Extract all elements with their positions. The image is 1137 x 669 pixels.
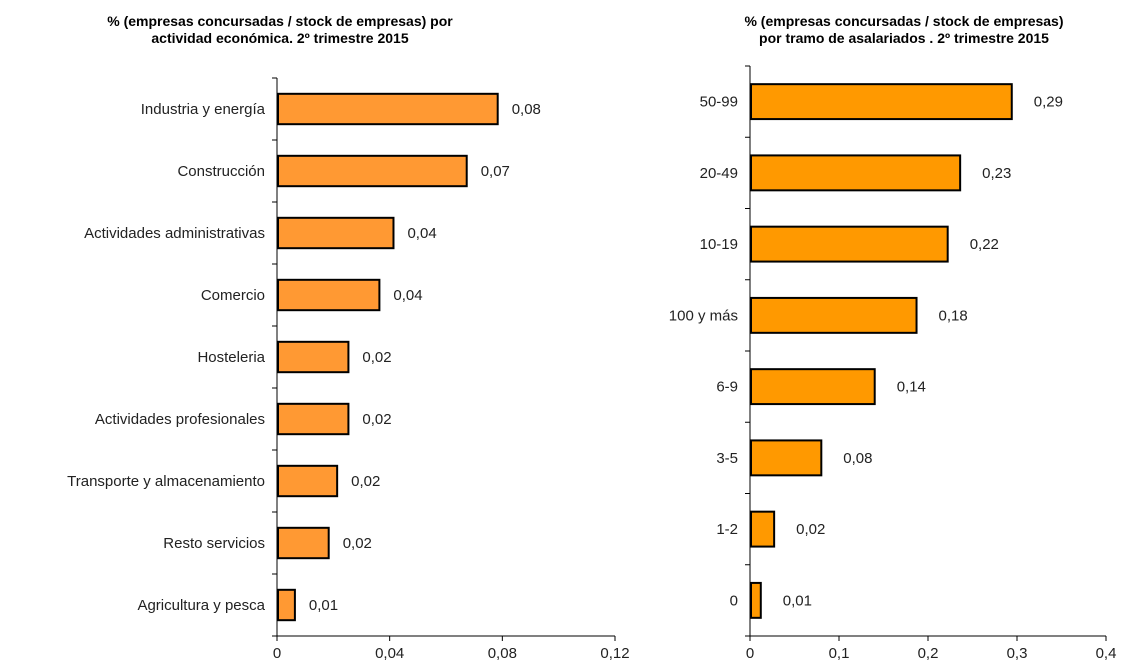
value-label: 0,02 xyxy=(351,473,380,490)
x-tick-label: 0,12 xyxy=(600,645,629,662)
value-label: 0,22 xyxy=(970,236,999,253)
value-label: 0,02 xyxy=(362,349,391,366)
chart-title-right-line-1: % (empresas concursadas / stock de empre… xyxy=(744,13,1064,29)
bar xyxy=(277,464,339,498)
category-label: Actividades profesionales xyxy=(95,411,265,428)
value-label: 0,08 xyxy=(843,450,872,467)
chart-title-left: % (empresas concursadas / stock de empre… xyxy=(0,13,560,47)
category-label: 0 xyxy=(730,592,738,609)
category-label: Agricultura y pesca xyxy=(137,597,265,614)
x-tick-label: 0,4 xyxy=(1096,645,1117,662)
x-tick-label: 0 xyxy=(273,645,281,662)
x-tick-label: 0,08 xyxy=(488,645,517,662)
value-label: 0,08 xyxy=(512,101,541,118)
x-tick-label: 0,04 xyxy=(375,645,404,662)
x-tick-label: 0,2 xyxy=(918,645,939,662)
value-label: 0,14 xyxy=(897,379,926,396)
x-tick-label: 0 xyxy=(746,645,754,662)
value-label: 0,02 xyxy=(796,521,825,538)
value-label: 0,29 xyxy=(1034,94,1063,111)
category-label: 6-9 xyxy=(716,379,738,396)
value-label: 0,01 xyxy=(309,597,338,614)
category-label: 100 y más xyxy=(669,307,738,324)
bar xyxy=(750,154,962,192)
bar xyxy=(277,154,468,188)
category-label: Hosteleria xyxy=(197,349,265,366)
chart-title-right-line-2: por tramo de asalariados . 2º trimestre … xyxy=(759,30,1049,46)
category-label: 10-19 xyxy=(700,236,738,253)
category-label: 3-5 xyxy=(716,450,738,467)
bar xyxy=(277,216,395,250)
plot-right: 0 0,1 0,2 0,3 0,4 50-99 0,29 20-49 0,23 10-19 0,22… xyxy=(669,65,1117,662)
bar xyxy=(277,340,350,374)
bar xyxy=(277,92,499,126)
category-label: Construcción xyxy=(177,163,265,180)
category-label: Comercio xyxy=(201,287,265,304)
value-label: 0,02 xyxy=(362,411,391,428)
category-label: Transporte y almacenamiento xyxy=(67,473,265,490)
bar xyxy=(750,83,1013,121)
chart-title-right: % (empresas concursadas / stock de empre… xyxy=(672,13,1136,47)
bar xyxy=(277,278,381,312)
category-label: 1-2 xyxy=(716,521,738,538)
plot-left: 0 0,04 0,08 0,12 Industria y energía 0,08 Cons… xyxy=(67,77,630,662)
value-label: 0,07 xyxy=(481,163,510,180)
value-label: 0,04 xyxy=(393,287,422,304)
value-label: 0,02 xyxy=(343,535,372,552)
category-label: 20-49 xyxy=(700,165,738,182)
bar xyxy=(750,368,876,406)
bar xyxy=(750,510,776,548)
value-label: 0,04 xyxy=(407,225,436,242)
x-tick-label: 0,1 xyxy=(829,645,850,662)
category-label: Industria y energía xyxy=(141,101,266,118)
bar xyxy=(750,296,918,334)
category-label: 50-99 xyxy=(700,94,738,111)
chart-title-left-line-1: % (empresas concursadas / stock de empre… xyxy=(107,13,453,29)
bar xyxy=(750,225,949,263)
value-label: 0,01 xyxy=(783,592,812,609)
chart-title-left-line-2: actividad económica. 2º trimestre 2015 xyxy=(151,30,409,46)
bar xyxy=(277,402,350,436)
value-label: 0,23 xyxy=(982,165,1011,182)
bar xyxy=(277,526,330,560)
value-label: 0,18 xyxy=(939,307,968,324)
category-label: Resto servicios xyxy=(163,535,265,552)
x-tick-label: 0,3 xyxy=(1007,645,1028,662)
bar xyxy=(277,588,296,622)
bar xyxy=(750,581,762,619)
bar xyxy=(750,439,823,477)
category-label: Actividades administrativas xyxy=(84,225,265,242)
